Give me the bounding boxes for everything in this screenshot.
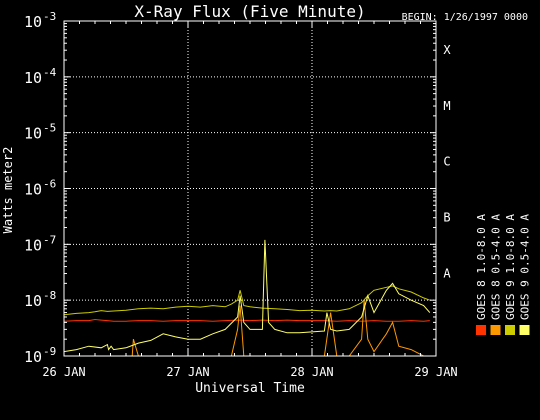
begin-label: BEGIN: 1/26/1997 0000 [402,12,528,23]
y-tick-exponent: -5 [43,122,56,135]
flare-class-label: A [443,266,451,280]
flare-class-label: M [443,99,450,113]
legend-swatch [490,325,501,335]
chart-title: X-Ray Flux (Five Minute) [134,2,365,21]
legend-swatch [519,325,530,335]
y-tick-label: 10 [24,125,42,143]
y-tick-label: 10 [24,13,42,31]
x-tick-label: 27 JAN [166,365,209,379]
y-tick-label: 10 [24,348,42,366]
series-line [63,318,430,322]
y-tick-exponent: -9 [43,345,56,358]
legend-label: GOES 8 0.5-4.0 A [490,214,503,320]
y-tick-exponent: -8 [43,289,56,302]
legend-label: GOES 9 1.0-8.0 A [504,214,517,320]
flare-class-label: X [443,43,451,57]
y-tick-exponent: -4 [43,66,57,79]
flare-class-labels: A B C M X [443,43,451,280]
grid-lines [64,21,436,356]
legend-label: GOES 8 1.0-8.0 A [475,214,488,320]
legend-swatch [505,325,515,335]
series-line [64,300,430,357]
flare-class-label: C [443,155,450,169]
flare-class-label: B [443,210,450,224]
data-series [63,239,431,357]
y-tick-exponent: -6 [43,178,56,191]
series-line [63,285,430,316]
x-axis-label: Universal Time [195,381,305,396]
legend-swatch [476,325,486,335]
y-tick-label: 10 [24,236,42,254]
x-tick-label: 28 JAN [290,365,333,379]
legend: GOES 8 1.0-8.0 A GOES 8 0.5-4.0 A GOES 9 1… [475,214,532,335]
y-tick-label: 10 [24,292,42,310]
x-tick-label: 26 JAN [42,365,85,379]
y-axis-label: Watts meter2 [1,147,15,234]
x-tick-label: 29 JAN [414,365,457,379]
y-tick-exponent: -3 [43,10,56,23]
legend-label: GOES 9 0.5-4.0 A [519,214,532,320]
y-tick-label: 10 [24,181,42,199]
y-tick-exponent: -7 [43,233,56,246]
series-line [63,239,431,353]
y-tick-label: 10 [24,69,42,87]
x-axis: 26 JAN 27 JAN 28 JAN 29 JAN [42,21,458,379]
y-axis: 10-910-810-710-610-510-410-3 [24,10,436,366]
